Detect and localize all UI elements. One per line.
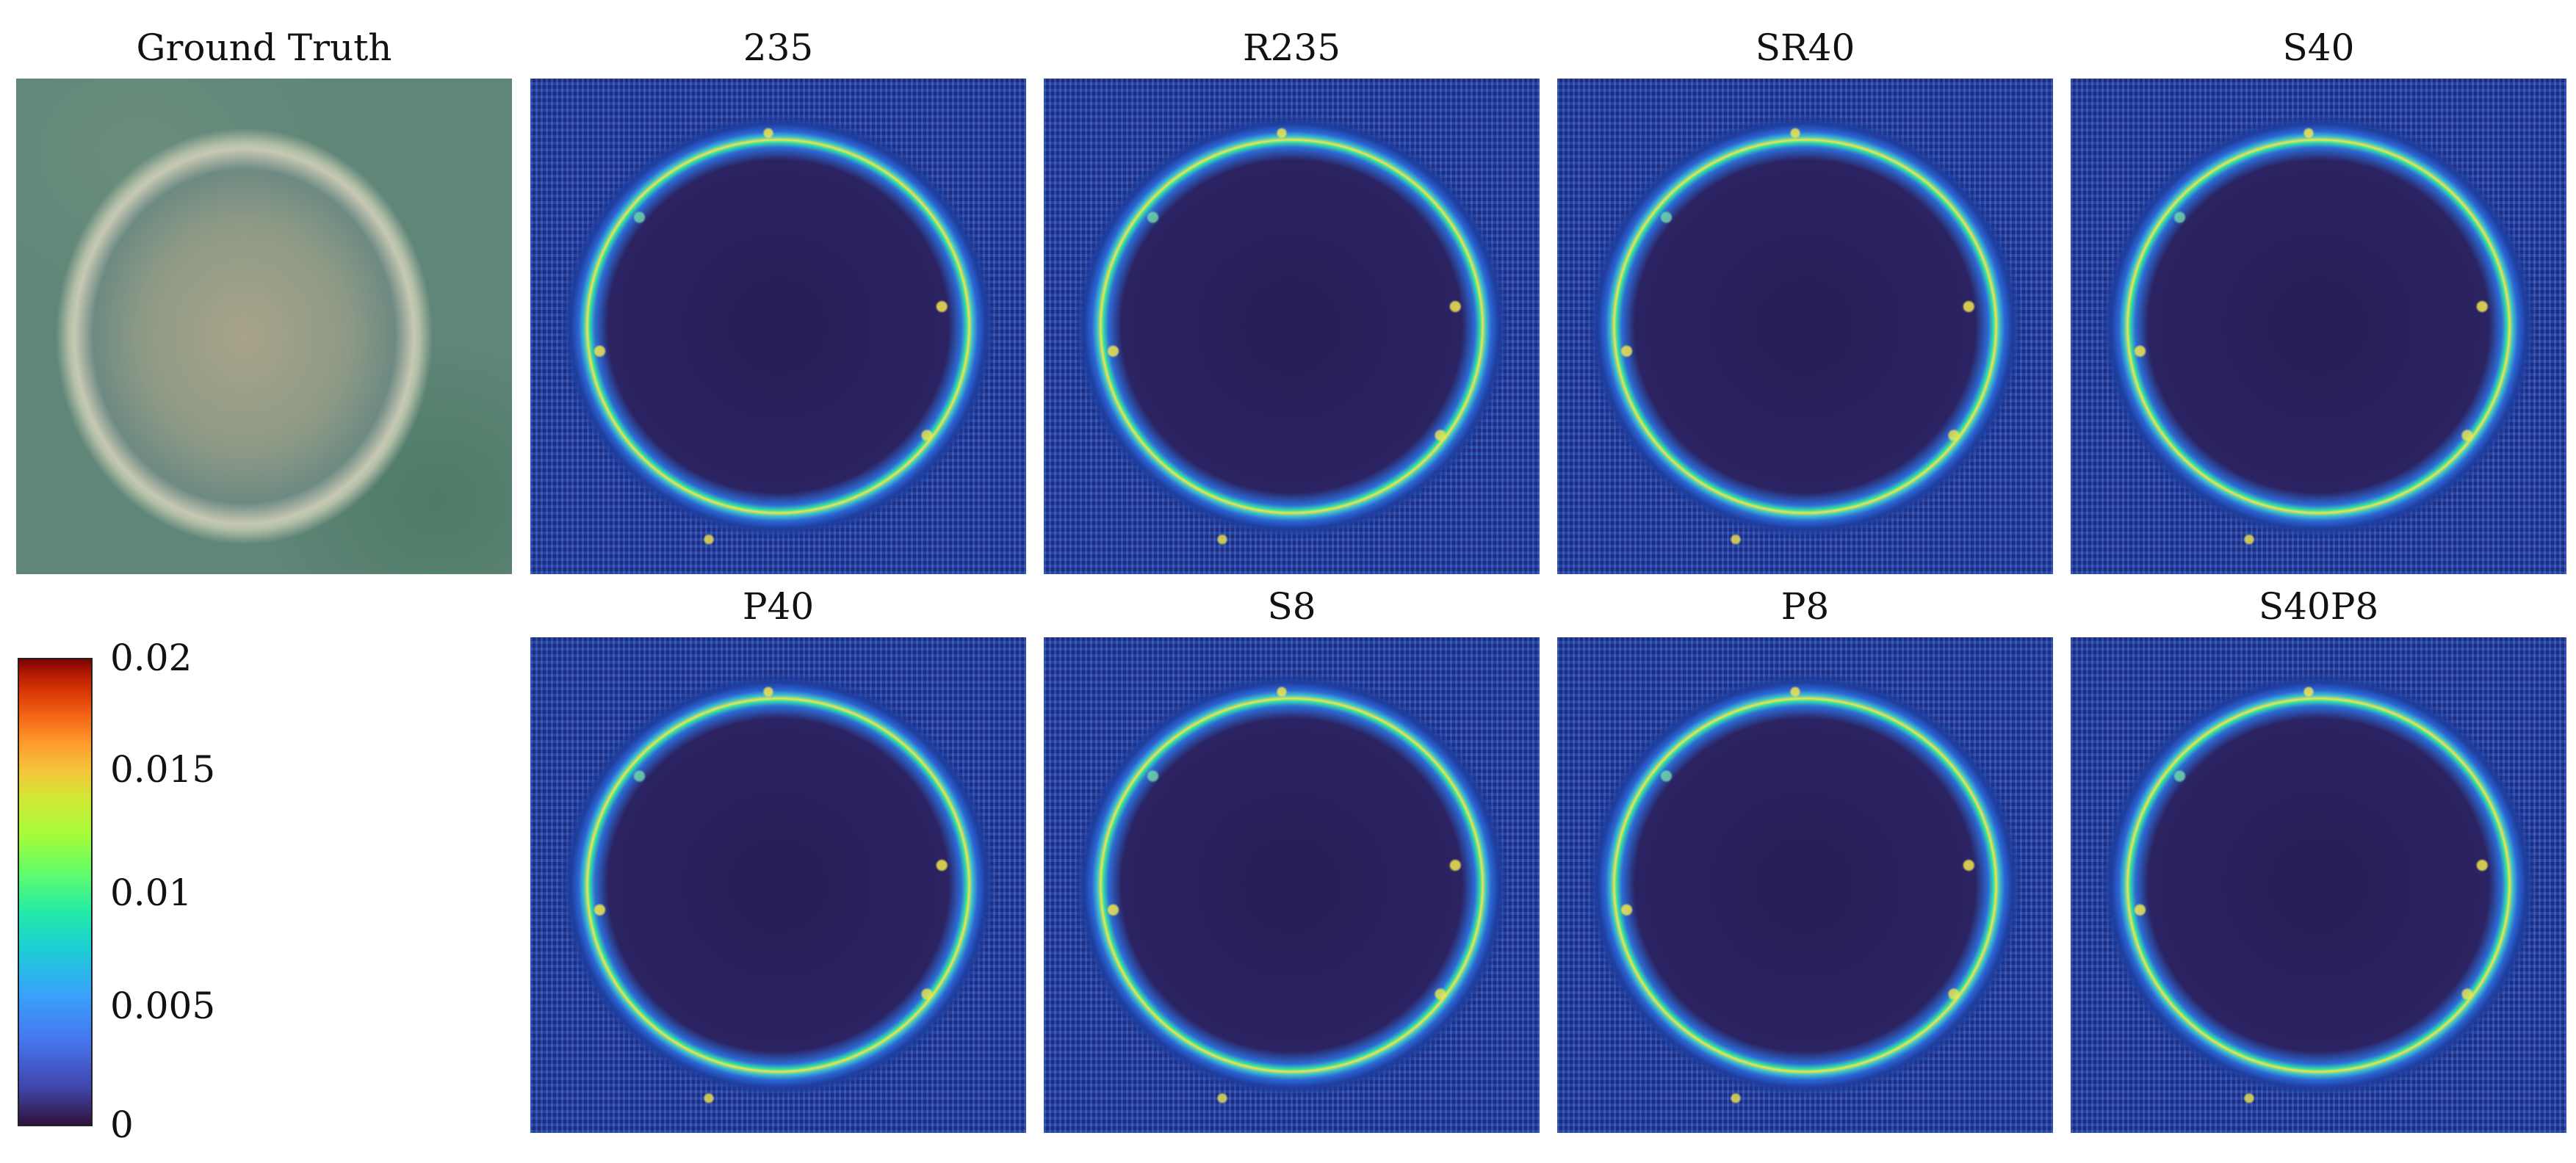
colorbar-tick-001: 0.01 [110, 872, 192, 914]
error-map-s40p8 [2071, 637, 2566, 1133]
error-map-r235 [1044, 79, 1540, 574]
panel-title-235: 235 [743, 26, 814, 69]
panel-title-sr40: SR40 [1755, 26, 1855, 69]
error-map-p8 [1557, 637, 2053, 1133]
error-map-s40 [2071, 79, 2566, 574]
error-map-s8 [1044, 637, 1540, 1133]
panel-title-s40p8: S40P8 [2258, 585, 2379, 628]
colorbar-tick-min: 0 [110, 1104, 134, 1146]
ground-truth-image [16, 79, 512, 574]
panel-title-p8: P8 [1781, 585, 1830, 628]
error-map-sr40 [1557, 79, 2053, 574]
error-map-p40 [530, 637, 1026, 1133]
colorbar-tick-max: 0.02 [110, 637, 192, 679]
error-map-235 [530, 79, 1026, 574]
panel-title-r235: R235 [1242, 26, 1341, 69]
colorbar-tick-0015: 0.015 [110, 748, 216, 791]
panel-title-p40: P40 [742, 585, 815, 628]
colorbar [18, 658, 93, 1126]
panel-title-s8: S8 [1267, 585, 1316, 628]
ground-truth-title: Ground Truth [136, 26, 392, 69]
panel-title-s40: S40 [2282, 26, 2355, 69]
colorbar-tick-0005: 0.005 [110, 985, 216, 1027]
